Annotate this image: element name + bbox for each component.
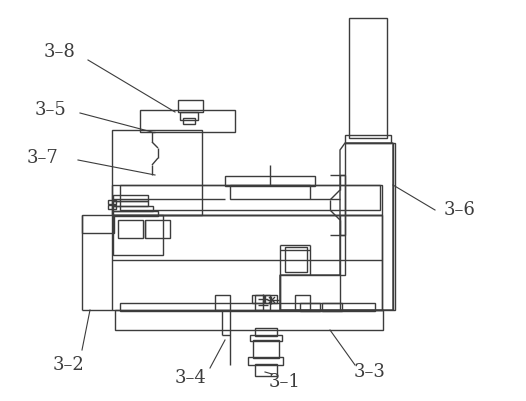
Bar xyxy=(225,176,315,186)
Bar xyxy=(112,185,382,215)
Bar xyxy=(113,201,148,206)
Bar xyxy=(120,185,380,210)
Bar xyxy=(322,303,342,311)
Bar xyxy=(255,328,277,336)
Bar xyxy=(295,295,310,310)
Bar xyxy=(285,247,307,272)
Text: 3–5: 3–5 xyxy=(34,101,66,119)
Bar xyxy=(140,110,235,132)
Bar xyxy=(180,112,198,120)
Bar xyxy=(113,215,163,255)
Bar xyxy=(113,195,148,201)
Text: 3–8: 3–8 xyxy=(44,43,76,61)
Bar xyxy=(300,303,320,311)
Bar xyxy=(118,220,143,238)
Bar xyxy=(115,310,383,330)
Bar xyxy=(112,215,382,310)
Bar xyxy=(178,100,203,112)
Bar xyxy=(82,215,114,233)
Text: 3–7: 3–7 xyxy=(26,149,58,167)
Bar xyxy=(112,130,202,215)
Bar xyxy=(252,295,264,303)
Bar xyxy=(145,220,170,238)
Bar xyxy=(265,295,277,303)
Bar xyxy=(108,205,116,209)
Bar xyxy=(255,364,277,376)
Bar xyxy=(250,335,282,341)
Bar xyxy=(113,211,158,216)
Bar xyxy=(349,18,387,138)
Text: 3–3: 3–3 xyxy=(354,363,386,381)
Text: 3–1: 3–1 xyxy=(269,373,301,391)
Text: 3–4: 3–4 xyxy=(174,369,206,387)
Text: 3–6: 3–6 xyxy=(444,201,476,219)
Bar xyxy=(255,295,270,310)
Bar xyxy=(108,200,116,204)
Bar xyxy=(113,206,153,211)
Text: 3–2: 3–2 xyxy=(52,356,84,374)
Bar xyxy=(120,303,375,311)
Bar xyxy=(248,357,283,365)
Bar xyxy=(215,295,230,310)
Bar xyxy=(253,340,279,358)
Bar xyxy=(183,118,195,124)
Bar xyxy=(230,185,310,199)
Bar xyxy=(345,135,391,143)
